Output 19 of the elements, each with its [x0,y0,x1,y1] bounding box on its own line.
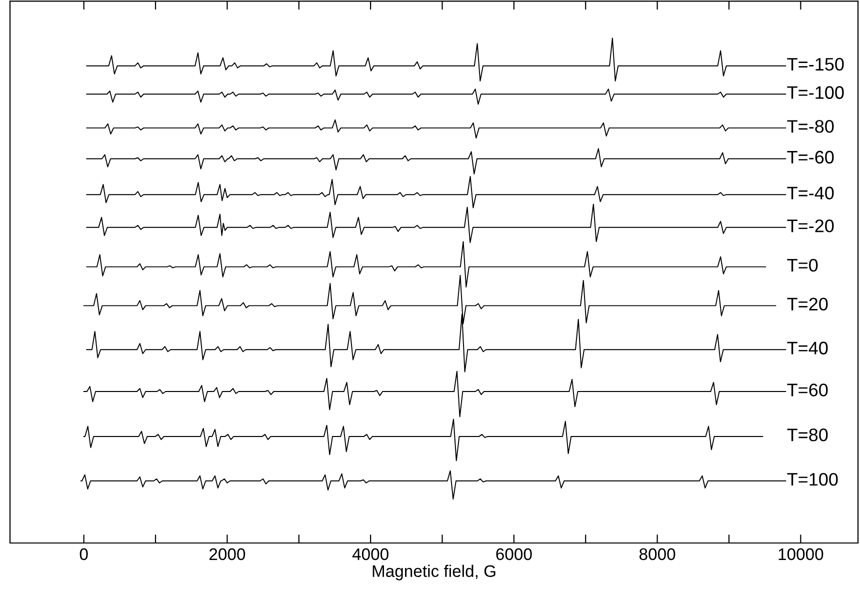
series-label: T=40 [787,342,828,354]
x-tick-label: 10000 [778,548,824,560]
series-label: T=20 [787,298,828,311]
x-axis-title: Magnetic field, G [372,564,496,580]
series-label: T=-100 [787,86,844,99]
x-tick-label: 8000 [639,548,676,560]
series-label: T=100 [787,472,838,486]
series-label: T=-40 [787,186,834,200]
series-label: T=60 [787,384,828,396]
x-tick-label: 6000 [496,548,532,560]
series-label: T=-60 [787,150,834,164]
series-label: T=-20 [787,219,834,232]
x-tick-label: 4000 [352,548,388,560]
x-tick-label: 2000 [210,548,246,560]
x-tick-label: 0 [80,548,88,560]
series-label: T=0 [787,258,818,272]
series-label: T=-80 [787,120,834,133]
series-label: T=-150 [787,58,844,71]
series-label: T=80 [787,428,828,442]
